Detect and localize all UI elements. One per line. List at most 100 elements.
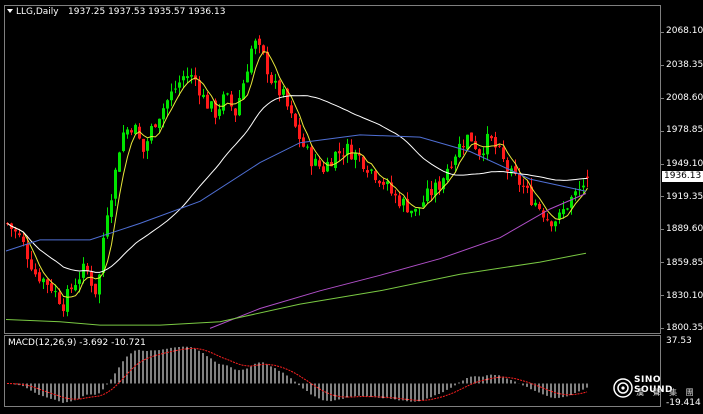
candle-body bbox=[74, 285, 77, 291]
candle-body bbox=[482, 153, 485, 156]
price-tick-label: 2068.10 bbox=[666, 26, 703, 36]
ma-slow-line bbox=[5, 134, 587, 252]
candle-body bbox=[198, 80, 201, 96]
candle-body bbox=[22, 236, 25, 243]
candle-body bbox=[254, 40, 257, 49]
ma-green-line bbox=[5, 252, 587, 326]
candle-body bbox=[342, 155, 345, 157]
candle-body bbox=[574, 191, 577, 196]
candle-body bbox=[306, 146, 309, 148]
candle-body bbox=[438, 181, 441, 190]
candle-body bbox=[410, 210, 413, 214]
candle-body bbox=[390, 182, 393, 194]
candle-body bbox=[54, 291, 57, 293]
price-tick-label: 1978.85 bbox=[666, 125, 703, 135]
candle-body bbox=[330, 162, 333, 167]
candle-body bbox=[238, 98, 241, 116]
symbol-menu-triangle-icon[interactable] bbox=[7, 9, 13, 13]
candle-body bbox=[246, 71, 249, 83]
candle-body bbox=[426, 188, 429, 202]
price-tick-label: 1830.10 bbox=[666, 291, 703, 301]
price-axis-ticks bbox=[660, 32, 664, 329]
candles-layer bbox=[6, 35, 589, 317]
logo-brand-text: SINO SOUND bbox=[634, 375, 673, 395]
price-tick-label: 2008.60 bbox=[666, 93, 703, 103]
candle-body bbox=[102, 237, 105, 273]
main-panel-border bbox=[4, 5, 661, 334]
candle-body bbox=[202, 94, 205, 97]
candle-body bbox=[50, 283, 53, 292]
candle-body bbox=[282, 89, 285, 95]
candle-body bbox=[270, 74, 273, 84]
candle-body bbox=[322, 166, 325, 173]
price-tick-label: 1949.10 bbox=[666, 159, 703, 169]
candle-body bbox=[354, 152, 357, 160]
candle-body bbox=[290, 105, 293, 114]
candle-body bbox=[450, 166, 453, 168]
candle-body bbox=[170, 91, 173, 101]
candle-body bbox=[218, 109, 221, 116]
candle-body bbox=[414, 208, 417, 212]
sino-sound-logo: SINO SOUND 漢 聲 集 團 bbox=[612, 374, 702, 404]
candle-body bbox=[402, 198, 405, 206]
candle-body bbox=[570, 196, 573, 208]
candle-body bbox=[554, 221, 557, 227]
candle-body bbox=[350, 144, 353, 160]
ohlc-values: 1937.25 1937.53 1935.57 1936.13 bbox=[68, 7, 226, 17]
candle-body bbox=[514, 166, 517, 174]
moving-averages-layer bbox=[5, 51, 588, 329]
candle-body bbox=[274, 80, 277, 83]
candle-body bbox=[294, 113, 297, 127]
price-tick-label: 1800.35 bbox=[666, 323, 703, 333]
candle-body bbox=[182, 76, 185, 81]
price-tick-label: 1859.85 bbox=[666, 258, 703, 268]
candle-body bbox=[566, 208, 569, 210]
symbol-label: LLG,Daily bbox=[16, 7, 59, 17]
candle-body bbox=[446, 168, 449, 181]
candle-body bbox=[90, 271, 93, 286]
candle-body bbox=[382, 181, 385, 185]
candle-body bbox=[546, 219, 549, 221]
price-tick-label: 2038.35 bbox=[666, 60, 703, 70]
candle-body bbox=[338, 151, 341, 154]
candle-body bbox=[406, 198, 409, 213]
candle-body bbox=[586, 176, 589, 178]
candle-body bbox=[362, 156, 365, 169]
candle-body bbox=[530, 186, 533, 206]
macd-label: MACD(12,26,9) -3.692 -10.721 bbox=[8, 338, 146, 348]
candle-body bbox=[58, 292, 61, 305]
candle-body bbox=[386, 181, 389, 185]
candle-body bbox=[518, 172, 521, 185]
price-tick-label: 1919.35 bbox=[666, 192, 703, 202]
candle-body bbox=[190, 75, 193, 77]
candle-body bbox=[262, 45, 265, 53]
candle-body bbox=[154, 124, 157, 128]
candle-body bbox=[66, 289, 69, 312]
candle-body bbox=[534, 202, 537, 206]
candle-body bbox=[130, 130, 133, 133]
candle-body bbox=[162, 108, 165, 120]
macd-signal-line bbox=[6, 347, 588, 401]
candle-body bbox=[366, 170, 369, 173]
candle-body bbox=[106, 215, 109, 237]
candle-body bbox=[94, 283, 97, 295]
candle-body bbox=[314, 158, 317, 166]
candle-body bbox=[286, 88, 289, 107]
candle-body bbox=[142, 138, 145, 152]
candle-body bbox=[26, 244, 29, 260]
candle-body bbox=[62, 304, 65, 312]
ma-purple-line bbox=[209, 193, 587, 329]
candle-body bbox=[422, 202, 425, 207]
candle-body bbox=[502, 147, 505, 159]
ma-mid-line bbox=[7, 95, 588, 273]
candle-body bbox=[538, 203, 541, 209]
sino-sound-logo-icon bbox=[613, 378, 633, 398]
candle-body bbox=[210, 101, 213, 109]
logo-sub-text: 漢 聲 集 團 bbox=[636, 388, 697, 397]
candle-body bbox=[486, 133, 489, 155]
candle-body bbox=[474, 141, 477, 150]
candle-body bbox=[434, 182, 437, 196]
price-tick-label: 1889.60 bbox=[666, 224, 703, 234]
